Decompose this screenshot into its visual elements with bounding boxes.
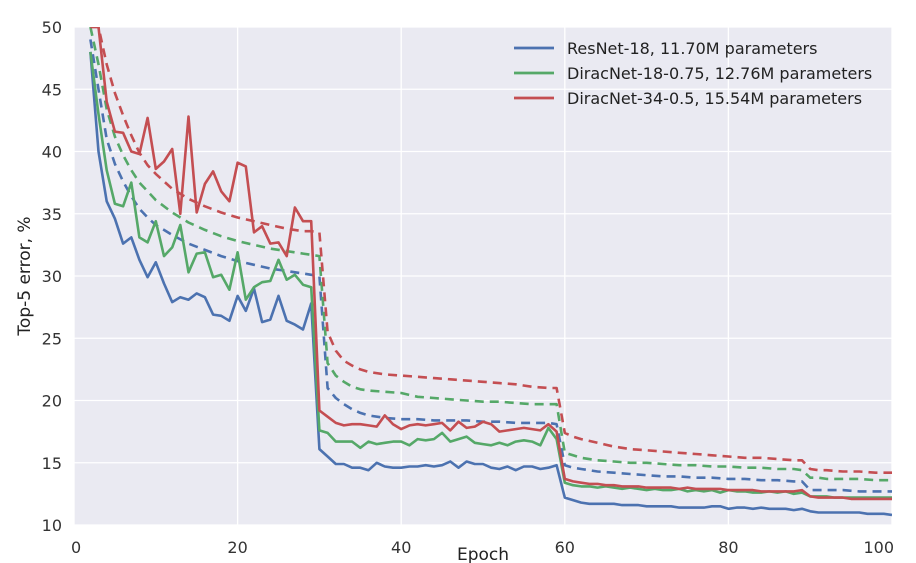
training-series-line: [89, 39, 892, 493]
y-tick-label: 15: [42, 454, 62, 473]
x-tick-label: 0: [71, 538, 81, 557]
x-tick-label: 60: [555, 538, 575, 557]
legend-entry: DiracNet-18-0.75, 12.76M parameters: [567, 64, 872, 83]
x-tick-label: 20: [227, 538, 247, 557]
x-tick-label: 80: [718, 538, 738, 557]
legend: ResNet-18, 11.70M parameters DiracNet-18-…: [514, 39, 872, 108]
training-series-line: [89, 27, 892, 482]
validation-series-line: [90, 27, 892, 501]
y-tick-label: 10: [42, 516, 62, 535]
tick-labels: 0 20 40 60 80 100 10 15 20 25 30 35 40 45 50: [42, 18, 894, 557]
grid: [73, 26, 893, 526]
y-tick-label: 40: [42, 143, 62, 162]
y-tick-label: 30: [42, 267, 62, 286]
training-series-line: [90, 27, 892, 475]
x-tick-label: 100: [863, 538, 894, 557]
y-tick-label: 20: [42, 392, 62, 411]
y-tick-label: 50: [42, 18, 62, 37]
validation-series-line: [89, 51, 892, 499]
series-lines: [89, 27, 892, 517]
y-tick-label: 35: [42, 205, 62, 224]
y-tick-label: 25: [42, 329, 62, 348]
legend-entry: DiracNet-34-0.5, 15.54M parameters: [567, 89, 862, 108]
x-axis-label: Epoch: [457, 545, 509, 563]
legend-entry: ResNet-18, 11.70M parameters: [567, 39, 817, 58]
y-tick-label: 45: [42, 80, 62, 99]
validation-series-line: [89, 51, 892, 517]
x-tick-label: 40: [391, 538, 411, 557]
y-axis-label: Top-5 error, %: [15, 216, 35, 336]
